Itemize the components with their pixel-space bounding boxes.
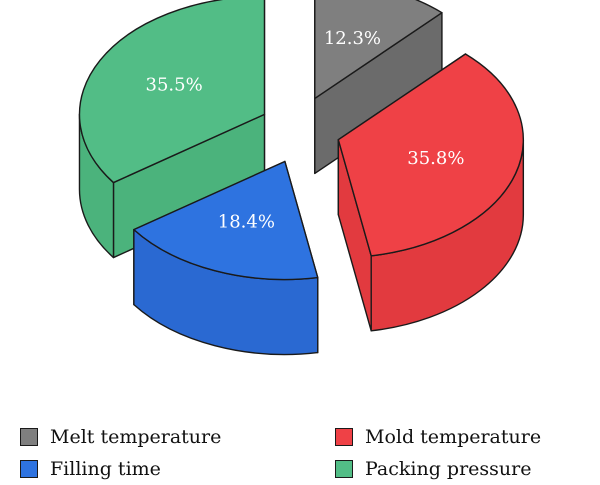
slice-melt-temperature: [314, 0, 443, 100]
legend-item-filling-time: Filling time: [20, 458, 161, 480]
pie-chart: 12.3% 35.8% 18.4% 35.5%: [78, 0, 525, 356]
legend-swatch-mold-temperature: [335, 428, 353, 446]
legend-label-mold-temperature: Mold temperature: [365, 426, 542, 448]
legend-swatch-packing-pressure: [335, 460, 353, 478]
legend-swatch-filling-time: [20, 460, 38, 478]
legend-item-packing-pressure: Packing pressure: [335, 458, 531, 480]
legend: Melt temperature Mold temperature Fillin…: [0, 418, 600, 482]
legend-label-melt-temperature: Melt temperature: [50, 426, 222, 448]
legend-label-packing-pressure: Packing pressure: [365, 458, 532, 480]
slice-filling-time: [133, 160, 319, 281]
legend-item-mold-temperature: Mold temperature: [335, 426, 541, 448]
legend-label-filling-time: Filling time: [50, 458, 161, 480]
data-label-packing-pressure: 35.5%: [146, 75, 203, 96]
slice-packing-pressure: [78, 0, 266, 184]
data-label-melt-temperature: 12.3%: [324, 28, 381, 49]
slice-mold-temperature: [337, 53, 525, 257]
legend-item-melt-temperature: Melt temperature: [20, 426, 221, 448]
legend-swatch-melt-temperature: [20, 428, 38, 446]
data-label-mold-temperature: 35.8%: [407, 148, 464, 169]
data-label-filling-time: 18.4%: [218, 212, 275, 233]
